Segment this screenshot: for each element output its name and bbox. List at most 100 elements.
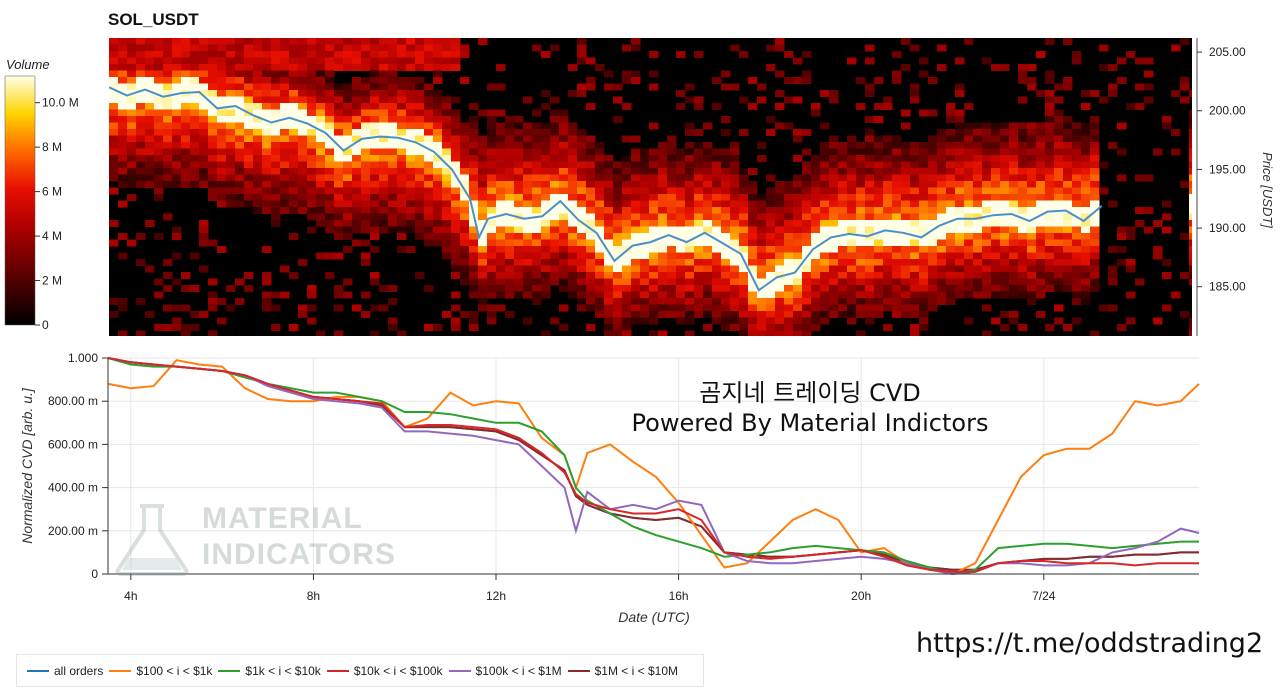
heatmap-cell [523, 220, 533, 227]
heatmap-cell [181, 285, 191, 292]
heatmap-cell [442, 252, 452, 260]
heatmap-cell [469, 259, 479, 266]
heatmap-cell [397, 77, 407, 84]
heatmap-cell [613, 194, 623, 201]
heatmap-cell [766, 317, 776, 325]
heatmap-cell [631, 194, 641, 201]
heatmap-cell [136, 330, 146, 336]
heatmap-cell [712, 298, 722, 305]
heatmap-cell [1045, 155, 1055, 162]
heatmap-cell [1081, 265, 1091, 273]
heatmap-cell [829, 285, 839, 292]
heatmap-cell [478, 239, 488, 247]
heatmap-cell [1018, 291, 1028, 299]
heatmap-cell [883, 181, 893, 188]
heatmap-cell [631, 272, 641, 279]
heatmap-cell [487, 135, 497, 143]
heatmap-cell [568, 64, 578, 71]
heatmap-cell [811, 181, 821, 188]
heatmap-cell [397, 116, 407, 123]
legend-item[interactable]: $10k < i < $100k [326, 664, 443, 678]
legend-item[interactable]: all orders [27, 664, 103, 678]
heatmap-cell [793, 285, 803, 292]
heatmap-cell [478, 181, 488, 188]
heatmap-cell [946, 200, 956, 208]
heatmap-cell [964, 233, 974, 240]
heatmap-cell [262, 161, 272, 169]
heatmap-cell [136, 129, 146, 136]
heatmap-cell [865, 181, 875, 188]
heatmap-cell [937, 233, 947, 240]
heatmap-cell [469, 226, 479, 234]
heatmap-cell [136, 96, 146, 104]
heatmap-cell [640, 272, 650, 279]
heatmap-cell [352, 83, 362, 91]
heatmap-cell [1036, 142, 1046, 149]
heatmap-cell [1189, 155, 1192, 162]
heatmap-cell [244, 194, 254, 201]
heatmap-cell [739, 200, 749, 208]
heatmap-cell [406, 122, 416, 130]
heatmap-cell [469, 194, 479, 201]
heatmap-cell [892, 213, 902, 221]
heatmap-cell [370, 278, 380, 286]
cvd-legend: all orders $100 < i < $1k $1k < i < $10k $1… [16, 654, 704, 687]
heatmap-cell [1009, 291, 1019, 299]
heatmap-chart: 02 M4 M6 M8 M10.0 M 185.00190.00195.0020… [4, 38, 1275, 336]
heatmap-cell [739, 246, 749, 253]
heatmap-cell [793, 181, 803, 188]
cvd-y-axis-label: Normalized CVD [arb. u.] [19, 387, 35, 544]
heatmap-cell [595, 187, 605, 195]
heatmap-cell [154, 116, 164, 123]
heatmap-cell [829, 272, 839, 279]
legend-item[interactable]: $1M < i < $10M [567, 664, 678, 678]
heatmap-cell [784, 226, 794, 234]
heatmap-cell [658, 200, 668, 208]
heatmap-cell [622, 272, 632, 279]
legend-item[interactable]: $100k < i < $1M [448, 664, 562, 678]
legend-item[interactable]: $1k < i < $10k [218, 664, 321, 678]
heatmap-cell [199, 38, 209, 45]
heatmap-cell [829, 155, 839, 162]
telegram-link[interactable]: https://t.me/oddstrading2 [916, 628, 1264, 659]
heatmap-cell [1126, 233, 1136, 240]
heatmap-cell [946, 174, 956, 182]
heatmap-cell [118, 64, 128, 71]
heatmap-cell [109, 168, 119, 175]
heatmap-cell [559, 109, 569, 117]
heatmap-cell [163, 285, 173, 292]
legend-item[interactable]: $100 < i < $1k [109, 664, 212, 678]
heatmap-cell [649, 317, 659, 325]
heatmap-cell [316, 252, 326, 260]
heatmap-cell [226, 44, 236, 52]
heatmap-cell [802, 278, 812, 286]
heatmap-cell [622, 220, 632, 227]
heatmap-cell [766, 116, 776, 123]
heatmap-cell [1054, 168, 1064, 175]
heatmap-cell [712, 265, 722, 273]
heatmap-cell [343, 226, 353, 234]
heatmap-cell [262, 207, 272, 214]
heatmap-cell [289, 90, 299, 97]
heatmap-cell [613, 272, 623, 279]
heatmap-cell [892, 77, 902, 84]
heatmap-cell [145, 161, 155, 169]
heatmap-cell [919, 207, 929, 214]
heatmap-cell [604, 181, 614, 188]
heatmap-cell [307, 161, 317, 169]
heatmap-cell [586, 207, 596, 214]
heatmap-cell [901, 213, 911, 221]
heatmap-cell [1045, 265, 1055, 273]
heatmap-cell [181, 142, 191, 149]
heatmap-cell [154, 70, 164, 78]
heatmap-cell [856, 103, 866, 110]
heatmap-cell [991, 207, 1001, 214]
heatmap-cell [901, 285, 911, 292]
heatmap-cell [379, 161, 389, 169]
heatmap-cell [442, 168, 452, 175]
heatmap-cell [442, 142, 452, 149]
overlay-title-line1: 곰지네 트레이딩 CVD [699, 379, 921, 407]
heatmap-cell [433, 207, 443, 214]
heatmap-cell [712, 272, 722, 279]
heatmap-cell [487, 246, 497, 253]
